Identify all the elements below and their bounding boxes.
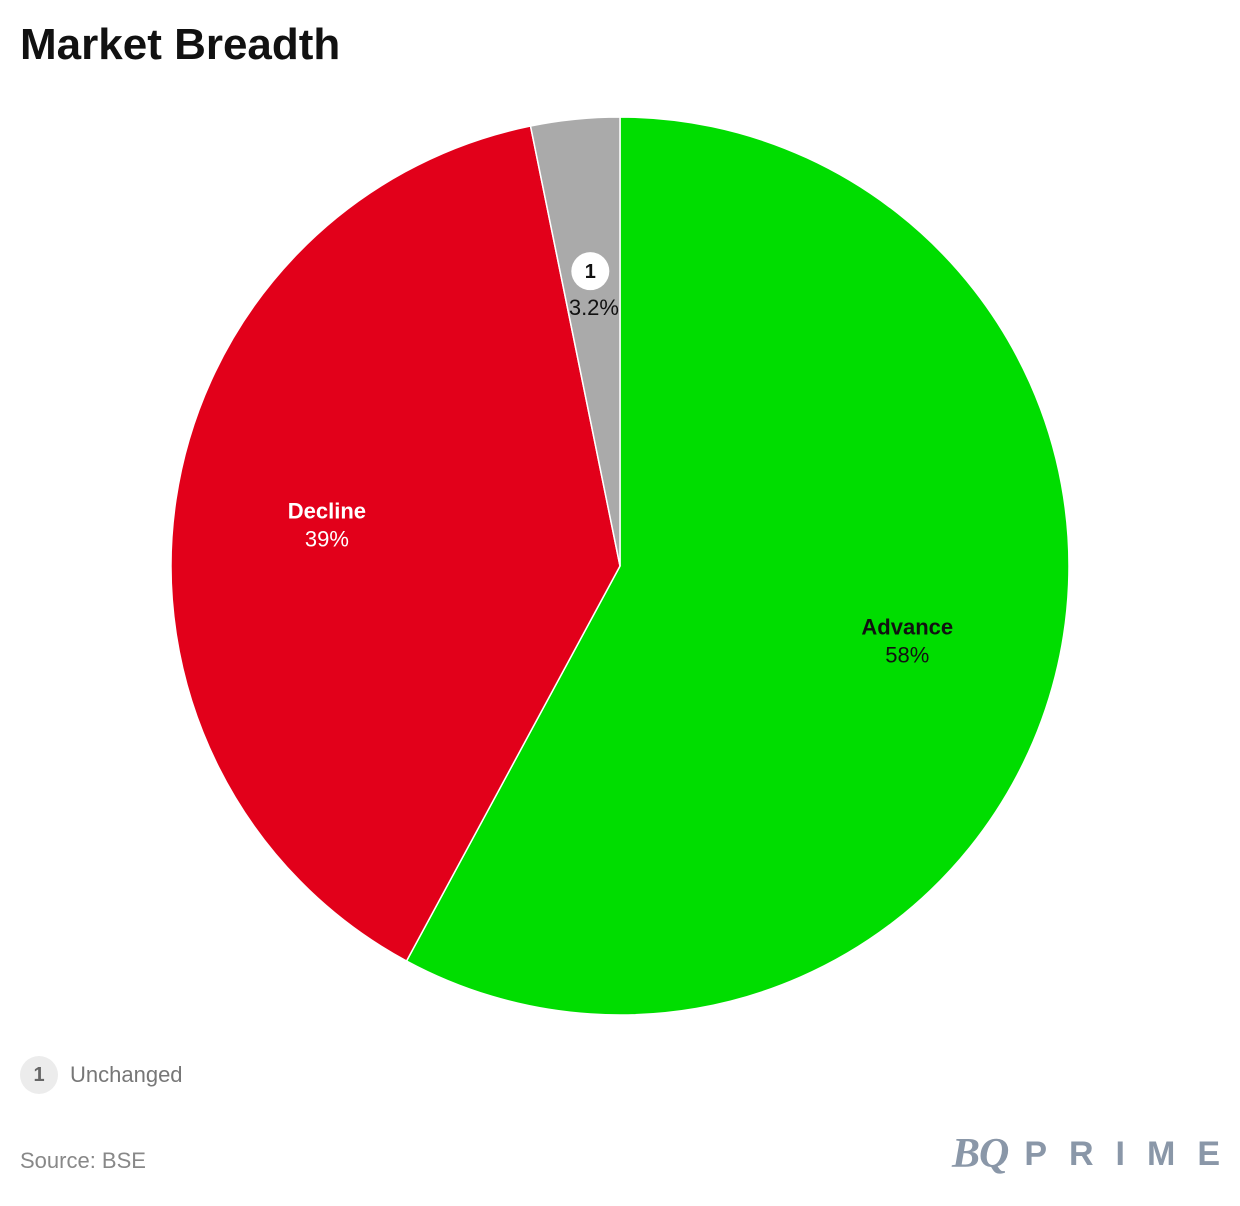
pie-slice-advance (405, 116, 1070, 1016)
slice-marker-number-unchanged: 1 (585, 261, 596, 283)
slice-value-advance: 58% (885, 643, 929, 668)
slice-value-unchanged: 3.2% (569, 295, 619, 320)
footnote-marker: 1 (20, 1056, 58, 1094)
footnote: 1 Unchanged (20, 1056, 183, 1094)
source-note: Source: BSE (20, 1148, 146, 1173)
footnote-text: Unchanged (70, 1062, 183, 1087)
slice-value-decline: 39% (305, 526, 349, 551)
slice-label-decline: Decline (288, 498, 366, 523)
brand-logo-mark: BQ (951, 1131, 1009, 1177)
brand-logo: BQ PRIME (952, 1130, 1220, 1178)
pie-slice-decline (170, 125, 621, 963)
chart-title: Market Breadth (20, 20, 341, 69)
brand-logo-word: PRIME (1024, 1134, 1240, 1173)
slice-marker-unchanged (571, 252, 610, 291)
slice-label-advance: Advance (861, 615, 953, 640)
pie-slice-unchanged (529, 116, 621, 567)
